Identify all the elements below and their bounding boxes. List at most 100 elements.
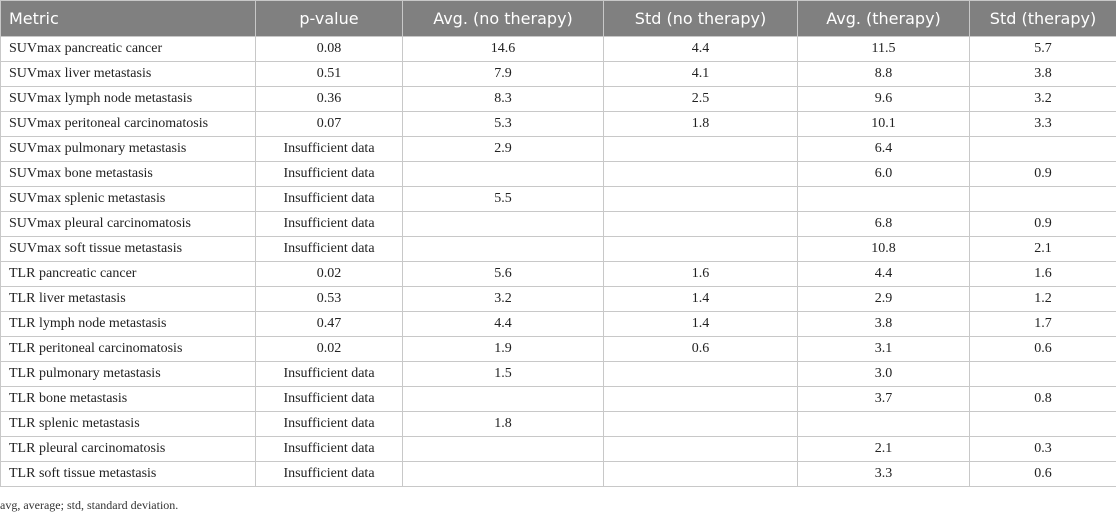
table-cell: 1.7 [969,311,1116,337]
table-cell: SUVmax pancreatic cancer [0,36,256,62]
table-cell: 3.3 [969,111,1116,137]
table-cell: 1.4 [603,311,798,337]
table-cell [603,436,798,462]
table-cell: 1.8 [603,111,798,137]
table-row: SUVmax bone metastasis Insufficient data 6… [0,161,1116,187]
table-cell: Insufficient data [255,411,403,437]
table-cell: SUVmax liver metastasis [0,61,256,87]
table-row: TLR pulmonary metastasis Insufficient dat… [0,361,1116,387]
table-row: TLR peritoneal carcinomatosis 0.02 1.9 0.6 3… [0,336,1116,362]
table-cell: 5.7 [969,36,1116,62]
table-cell: SUVmax pulmonary metastasis [0,136,256,162]
table-cell: Insufficient data [255,361,403,387]
table-cell: 5.5 [402,186,604,212]
table-row: TLR liver metastasis 0.53 3.2 1.4 2.9 1.2 [0,286,1116,312]
table-cell: 1.2 [969,286,1116,312]
table-cell [969,136,1116,162]
table-cell [402,461,604,487]
data-table: Metric p-value Avg. (no therapy) Std (no th… [0,0,1116,487]
table-cell: 3.8 [797,311,970,337]
table-row: TLR pancreatic cancer 0.02 5.6 1.6 4.4 1.6 [0,261,1116,287]
table-cell [797,411,970,437]
table-row: TLR pleural carcinomatosis Insufficient d… [0,436,1116,462]
table-cell: SUVmax lymph node metastasis [0,86,256,112]
table-cell: Insufficient data [255,161,403,187]
table-cell [603,461,798,487]
table-cell: 1.6 [603,261,798,287]
table-cell: 7.9 [402,61,604,87]
table-cell [402,236,604,262]
table-cell [603,161,798,187]
table-cell: 3.0 [797,361,970,387]
table-cell: 3.3 [797,461,970,487]
table-cell: 1.4 [603,286,798,312]
table-cell: 0.6 [969,461,1116,487]
table-cell: 3.1 [797,336,970,362]
table-row: TLR lymph node metastasis 0.47 4.4 1.4 3.8 1.… [0,311,1116,337]
table-cell: 6.0 [797,161,970,187]
table-cell: 0.02 [255,261,403,287]
table-row: SUVmax peritoneal carcinomatosis 0.07 5.3 1… [0,111,1116,137]
table-cell: 5.3 [402,111,604,137]
table-cell: SUVmax splenic metastasis [0,186,256,212]
table-cell: 10.1 [797,111,970,137]
table-cell: 0.3 [969,436,1116,462]
table-cell [402,436,604,462]
table-cell: TLR lymph node metastasis [0,311,256,337]
table-cell: 6.8 [797,211,970,237]
table-cell: 9.6 [797,86,970,112]
table-cell: 0.07 [255,111,403,137]
table-cell: TLR pleural carcinomatosis [0,436,256,462]
header-cell: Avg. (therapy) [797,0,970,37]
table-cell: 8.8 [797,61,970,87]
table-cell: 6.4 [797,136,970,162]
header-cell: Metric [0,0,256,37]
table-cell [402,386,604,412]
table-cell [603,361,798,387]
table-cell: 1.6 [969,261,1116,287]
header-cell: Std (therapy) [969,0,1116,37]
table-cell: TLR pulmonary metastasis [0,361,256,387]
table-body: SUVmax pancreatic cancer 0.08 14.6 4.4 11.5 5… [0,36,1116,487]
table-cell: TLR liver metastasis [0,286,256,312]
table-cell [603,386,798,412]
table-cell [603,211,798,237]
table-cell [603,186,798,212]
table-cell: 4.1 [603,61,798,87]
table-cell: Insufficient data [255,386,403,412]
table-cell: 1.9 [402,336,604,362]
table-cell: 0.6 [603,336,798,362]
table-row: SUVmax liver metastasis 0.51 7.9 4.1 8.8 3.8 [0,61,1116,87]
table-row: TLR soft tissue metastasis Insufficient d… [0,461,1116,487]
table-cell [969,186,1116,212]
table-cell: 2.1 [797,436,970,462]
table-row: SUVmax pleural carcinomatosis Insufficien… [0,211,1116,237]
table-cell [402,211,604,237]
table-cell [603,411,798,437]
table-cell: TLR pancreatic cancer [0,261,256,287]
table-cell: 14.6 [402,36,604,62]
table-cell: Insufficient data [255,211,403,237]
table-cell: 0.9 [969,211,1116,237]
table-cell [969,411,1116,437]
table-cell: 5.6 [402,261,604,287]
table-row: TLR bone metastasis Insufficient data 3.7 0… [0,386,1116,412]
table-cell: Insufficient data [255,136,403,162]
table-cell: TLR bone metastasis [0,386,256,412]
table-cell: 4.4 [603,36,798,62]
table-cell: 1.8 [402,411,604,437]
header-cell: Avg. (no therapy) [402,0,604,37]
table-cell: 2.9 [797,286,970,312]
table-cell: 3.7 [797,386,970,412]
table-header: Metric p-value Avg. (no therapy) Std (no th… [0,0,1116,37]
table-cell: 11.5 [797,36,970,62]
table-row: SUVmax pancreatic cancer 0.08 14.6 4.4 11.5 5… [0,36,1116,62]
table-cell: 4.4 [797,261,970,287]
table-cell: SUVmax peritoneal carcinomatosis [0,111,256,137]
table-cell: 2.9 [402,136,604,162]
table-cell: Insufficient data [255,436,403,462]
table-cell [797,186,970,212]
table-row: SUVmax splenic metastasis Insufficient da… [0,186,1116,212]
table-cell: SUVmax soft tissue metastasis [0,236,256,262]
